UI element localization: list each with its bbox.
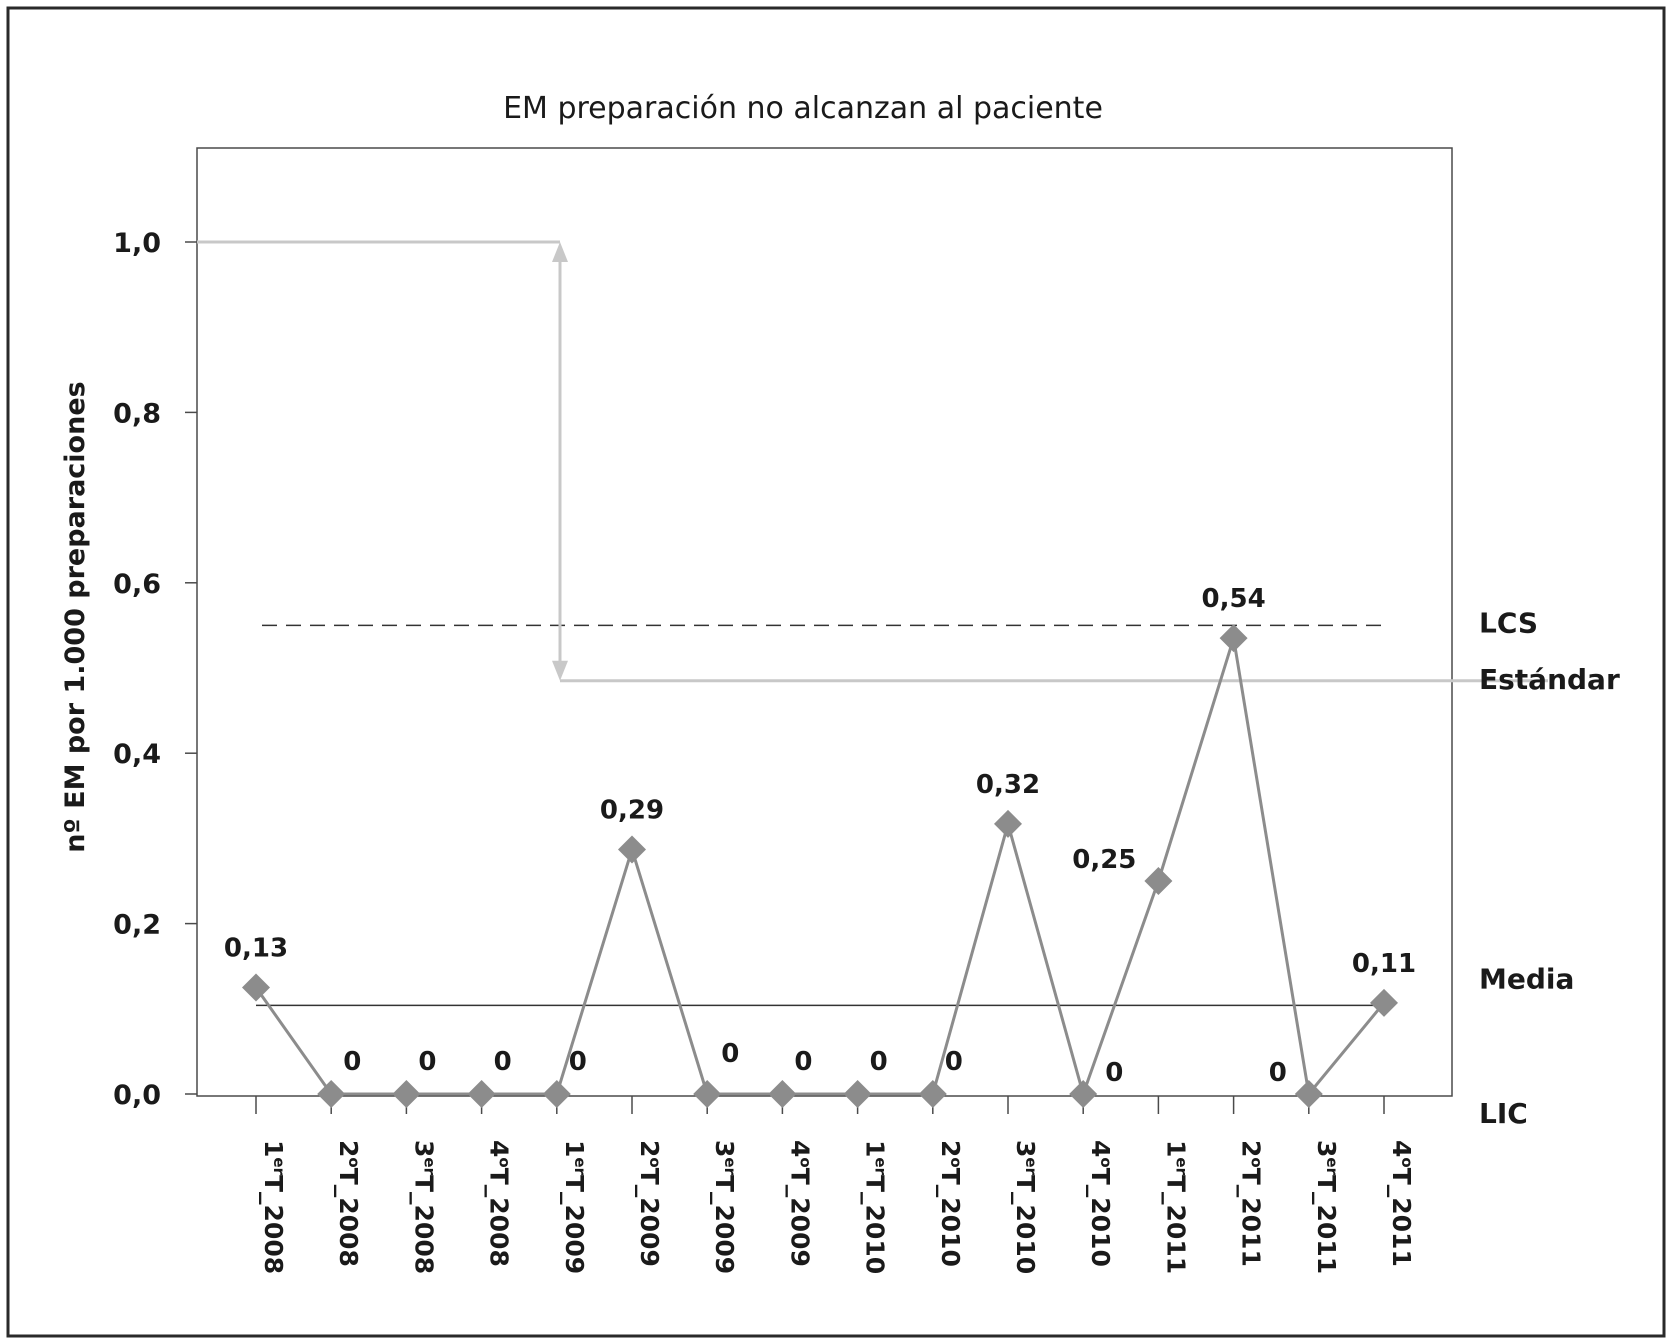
data-point-marker (317, 1080, 345, 1108)
data-label: 0 (945, 1047, 963, 1077)
data-label: 0,25 (1072, 845, 1136, 875)
data-point-marker (543, 1080, 571, 1108)
data-point-marker (242, 974, 270, 1002)
x-tick-label: 1erT_2008 (259, 1140, 288, 1274)
data-label: 0 (870, 1047, 888, 1077)
y-tick-label: 0,2 (113, 910, 161, 941)
series-line (256, 638, 1384, 1094)
x-tick-label: 4oT_2010 (1086, 1140, 1115, 1267)
chart-title: EM preparación no alcanzan al paciente (503, 91, 1103, 126)
arrow-head-up (552, 242, 568, 262)
data-point-marker (844, 1080, 872, 1108)
data-label: 0,54 (1202, 584, 1266, 614)
ref-label-lic: LIC (1479, 1097, 1528, 1130)
x-tick-label: 3erT_2008 (409, 1140, 438, 1274)
data-point-marker (994, 810, 1022, 838)
data-label: 0 (418, 1047, 436, 1077)
x-tick-label: 2oT_2008 (334, 1140, 363, 1267)
data-label: 0 (1105, 1058, 1123, 1088)
y-tick-label: 0,0 (113, 1080, 161, 1111)
data-label: 0 (1269, 1058, 1287, 1088)
data-label: 0 (569, 1047, 587, 1077)
x-tick-label: 3erT_2010 (1011, 1140, 1040, 1274)
data-point-marker (919, 1080, 947, 1108)
data-point-marker (1144, 867, 1172, 895)
ref-label-lcs: LCS (1479, 606, 1538, 639)
arrow-head-down (552, 661, 568, 681)
data-point-marker (693, 1080, 721, 1108)
x-axis: 1erT_2008 2oT_2008 3erT_2008 4oT_2008 1erT_2… (256, 1096, 1416, 1274)
y-axis-label: nº EM por 1.000 preparaciones (60, 381, 91, 852)
x-tick-label: 1erT_2011 (1161, 1140, 1190, 1274)
data-point-marker (618, 835, 646, 863)
data-label: 0 (794, 1047, 812, 1077)
x-tick-label: 4oT_2011 (1387, 1140, 1416, 1267)
y-tick-label: 0,8 (113, 398, 161, 429)
ref-label-media: Media (1479, 962, 1574, 995)
x-tick-label: 2oT_2009 (635, 1140, 664, 1267)
data-label: 0,32 (976, 770, 1040, 800)
x-tick-label: 3erT_2009 (710, 1140, 739, 1274)
data-label: 0 (721, 1039, 739, 1069)
x-tick-label: 1erT_2009 (560, 1140, 589, 1274)
x-tick-label: 1erT_2010 (861, 1140, 890, 1274)
data-label: 0,11 (1352, 949, 1416, 979)
plot-area (197, 148, 1452, 1096)
ref-label-estandar: Estándar (1479, 663, 1620, 696)
outer-frame (8, 8, 1664, 1336)
y-tick-label: 0,4 (113, 739, 161, 770)
data-point-marker (392, 1080, 420, 1108)
y-tick-label: 0,6 (113, 569, 161, 600)
data-label: 0,13 (224, 934, 288, 964)
data-point-marker (468, 1080, 496, 1108)
x-tick-label: 4oT_2009 (785, 1140, 814, 1267)
x-tick-label: 4oT_2008 (485, 1140, 514, 1267)
data-label: 0,29 (600, 795, 664, 825)
y-tick-label: 1,0 (113, 228, 161, 259)
x-tick-label: 2oT_2011 (1237, 1140, 1266, 1267)
x-tick-label: 2oT_2010 (936, 1140, 965, 1267)
reference-lines: LCS Estándar Media LIC (197, 242, 1620, 1130)
data-label: 0 (494, 1047, 512, 1077)
data-point-marker (1069, 1080, 1097, 1108)
data-label: 0 (343, 1047, 361, 1077)
data-point-marker (768, 1080, 796, 1108)
y-axis: 0,0 0,2 0,4 0,6 0,8 1,0 (113, 228, 197, 1111)
data-series: 0,13 0 0 0 0 0,29 0 0 0 0 0,32 0 0,25 0,54 0 0,11 (224, 584, 1416, 1108)
data-point-marker (1220, 624, 1248, 652)
x-tick-label: 3erT_2011 (1312, 1140, 1341, 1274)
